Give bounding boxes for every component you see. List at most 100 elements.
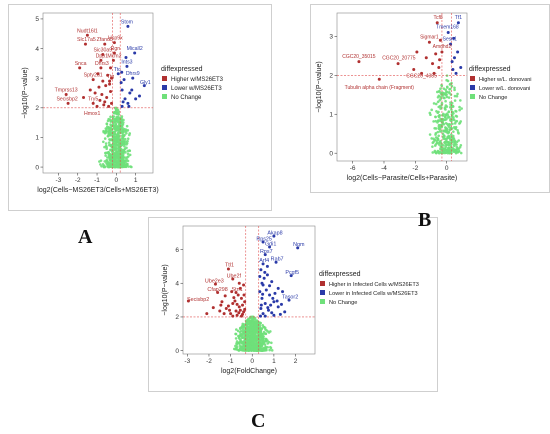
- plot-a-point-higher: [99, 66, 103, 70]
- plot-a-point-no-change: [126, 139, 129, 143]
- plot-c-point-lower: [261, 292, 265, 296]
- plot-c-point-no-change: [256, 327, 259, 330]
- plot-a-point-lower: [120, 104, 124, 108]
- plot-a-point-no-change: [116, 159, 120, 163]
- plot-c-point-no-change: [261, 338, 264, 341]
- plot-c-point-lower: [268, 245, 272, 249]
- plot-c-point-lower: [266, 308, 270, 312]
- plot-b-point-no-change: [442, 137, 445, 140]
- plot-b-point-higher: [437, 66, 441, 70]
- plot-b-point-no-change: [460, 107, 463, 110]
- plot-c-point-no-change: [266, 339, 269, 342]
- plot-b-point-no-change: [450, 84, 454, 88]
- plot-a-point-higher: [112, 41, 116, 45]
- plot-b-point-lower: [454, 71, 458, 75]
- plot-a-point-no-change: [116, 126, 119, 129]
- plot-a-point-no-change: [109, 115, 112, 119]
- plot-c-point-higher: [237, 311, 241, 315]
- plot-b-point-no-change: [429, 113, 432, 117]
- plot-b-gene-label: CGC20_20775: [382, 56, 416, 62]
- plot-a-point-higher: [105, 95, 109, 99]
- plot-a-point-no-change: [125, 131, 128, 135]
- plot-b-point-no-change: [448, 91, 451, 95]
- plot-c-point-higher: [231, 301, 235, 305]
- volcano-plot-a-svg: -3 -2 -1 0 1 0 1 2 3 4 5 log2(Cells−MS26ET3/Cells+M…: [22, 12, 224, 194]
- plot-c-point-no-change: [238, 338, 242, 341]
- plot-c-point-no-change: [241, 324, 245, 328]
- plot-a-point-higher: [66, 101, 70, 105]
- plot-a-point-lower: [119, 81, 123, 85]
- panel-letter-c: C: [251, 410, 266, 432]
- plot-a-point-lower: [127, 104, 131, 108]
- plot-c-point-lower: [258, 314, 262, 318]
- plot-a-point-no-change: [125, 129, 128, 133]
- plot-a-point-lower: [137, 94, 141, 98]
- plot-c-point-lower: [266, 306, 270, 310]
- plot-b-point-no-change: [446, 113, 450, 117]
- plot-b-point-no-change: [451, 138, 455, 142]
- plot-c-point-lower: [263, 314, 267, 318]
- plot-a-point-no-change: [106, 134, 110, 138]
- plot-c-y-tick-label: 6: [175, 247, 179, 254]
- volcano-plot-a: -3 -2 -1 0 1 0 1 2 3 4 5 log2(Cells−MS26ET3/Cells+M…: [8, 4, 272, 211]
- plot-c-point-lower: [259, 303, 263, 307]
- plot-a-point-no-change: [109, 162, 113, 166]
- plot-a-point-no-change: [126, 137, 130, 141]
- plot-c-point-lower: [272, 234, 276, 238]
- plot-c-point-lower: [289, 274, 293, 278]
- plot-a-gene-label: Ints3: [121, 59, 132, 65]
- plot-c-x-tick-label: 2: [294, 358, 298, 365]
- plot-c-point-no-change: [250, 345, 254, 349]
- plot-b-point-no-change: [440, 130, 443, 133]
- plot-a-point-higher: [91, 78, 95, 82]
- plot-a-point-no-change: [119, 153, 123, 156]
- plot-a-point-higher: [99, 58, 103, 62]
- plot-b-point-no-change: [456, 147, 459, 150]
- plot-b-point-no-change: [453, 140, 456, 144]
- plot-b-point-no-change: [451, 122, 454, 126]
- plot-a-legend-swatch: [162, 85, 167, 90]
- plot-a-point-no-change: [112, 147, 115, 150]
- plot-a-y-tick-label: 0: [35, 164, 39, 171]
- plot-a-x-tick-label: 0: [115, 177, 119, 184]
- plot-b-point-no-change: [455, 94, 459, 98]
- plot-c-point-no-change: [243, 330, 246, 334]
- plot-b-point-no-change: [448, 115, 451, 119]
- plot-a-point-higher: [97, 85, 101, 89]
- plot-b-point-higher: [440, 50, 444, 54]
- plot-a-point-no-change: [109, 123, 112, 126]
- plot-b-point-no-change: [436, 111, 440, 115]
- plot-c-x-axis-label: log2(FoldChange): [221, 368, 277, 375]
- plot-a-point-no-change: [113, 106, 117, 110]
- plot-c-point-no-change: [257, 335, 260, 339]
- plot-a-legend-entry: Lower w/MS26ET3: [171, 86, 222, 92]
- plot-b-point-no-change: [436, 100, 440, 104]
- plot-b-point-no-change: [439, 107, 442, 110]
- plot-a-legend-entry: Higher w/MS26ET3: [171, 77, 224, 83]
- plot-a-point-higher: [83, 42, 87, 46]
- plot-a-point-no-change: [105, 147, 109, 151]
- plot-b-point-no-change: [431, 151, 435, 154]
- plot-a-point-no-change: [125, 158, 128, 161]
- plot-a-point-no-change: [112, 126, 116, 130]
- plot-b-gene-label: CGC20_35015: [342, 54, 376, 60]
- plot-b-point-no-change: [444, 141, 447, 145]
- plot-a-point-lower: [134, 97, 138, 101]
- plot-a-point-no-change: [107, 131, 111, 135]
- plot-a-point-no-change: [106, 165, 110, 169]
- plot-c-point-no-change: [263, 343, 267, 346]
- plot-a-y-tick-label: 1: [35, 135, 39, 142]
- plot-b-point-no-change: [452, 134, 455, 138]
- plot-c-point-lower: [283, 310, 287, 314]
- plot-c-gene-label: Rab7: [271, 257, 284, 263]
- volcano-plot-b: -6 -4 -2 0 0 1 2 3 log2(Cells−Parasite/Cells+Par…: [310, 4, 550, 193]
- plot-a-gene-label: Stom: [121, 19, 133, 25]
- plot-b-point-no-change: [453, 86, 456, 90]
- plot-b-point-no-change: [450, 108, 453, 111]
- plot-c-point-no-change: [247, 325, 250, 329]
- plot-b-point-no-change: [442, 87, 446, 90]
- plot-a-gene-label: Slc17a5: [77, 37, 96, 43]
- plot-b-point-no-change: [451, 117, 455, 121]
- volcano-plot-c: -3 -2 -1 0 1 2 0 2 4 6 log2(FoldChange) −log10(P−va…: [148, 217, 438, 392]
- plot-a-point-higher: [108, 82, 112, 86]
